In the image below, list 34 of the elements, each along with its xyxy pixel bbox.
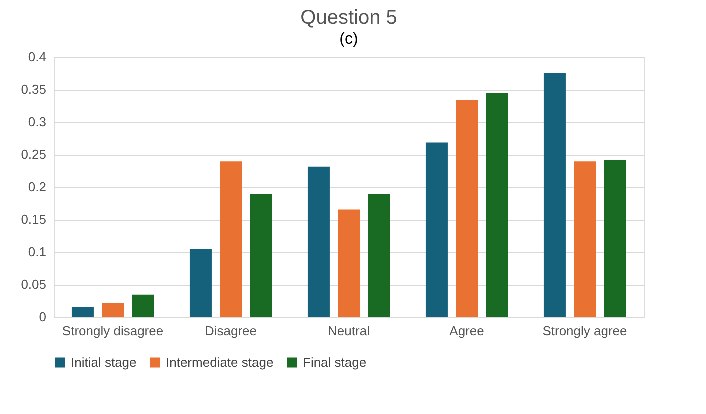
bar — [368, 194, 390, 317]
y-tick-label: 0.25 — [21, 147, 46, 162]
x-tick-label: Neutral — [328, 324, 370, 338]
bar — [132, 294, 154, 317]
legend-label: Final stage — [303, 354, 367, 370]
bar — [220, 162, 242, 317]
bar — [190, 249, 212, 317]
legend-label: Intermediate stage — [166, 354, 274, 370]
bar — [604, 160, 626, 317]
bar — [574, 162, 596, 317]
y-tick-label: 0.2 — [28, 180, 46, 194]
bar — [250, 194, 272, 317]
bar — [102, 303, 124, 317]
y-tick-label: 0.15 — [21, 212, 46, 227]
bar — [486, 93, 508, 317]
x-tick-label: Strongly agree — [542, 324, 628, 338]
y-tick-label: 0.3 — [28, 114, 46, 130]
y-tick-label: 0.05 — [21, 277, 46, 292]
bar — [426, 142, 448, 317]
y-tick-label: 0.1 — [28, 244, 46, 260]
x-tick-label: Disagree — [204, 324, 258, 338]
y-tick-label: 0.35 — [21, 82, 46, 97]
bar — [308, 166, 330, 317]
bar — [544, 73, 566, 317]
y-tick-label: 0.4 — [28, 50, 46, 64]
text: (c) — [340, 31, 358, 48]
x-tick-label: Strongly disagree — [62, 324, 164, 338]
chart-title: Question 5 — [300, 7, 398, 29]
x-tick-label: Agree — [450, 324, 484, 338]
bar — [72, 307, 94, 317]
y-tick-label: 0 — [39, 310, 46, 324]
bar — [338, 210, 360, 317]
legend-label: Initial stage — [71, 354, 137, 370]
bar — [456, 100, 478, 317]
